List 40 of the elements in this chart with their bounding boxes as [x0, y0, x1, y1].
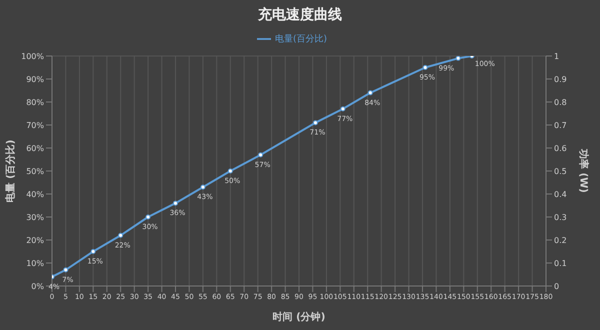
y-tick-label: 10%: [26, 258, 44, 268]
x-axis-title: 时间 (分钟): [272, 311, 326, 323]
y-tick-label: 60%: [26, 144, 44, 153]
y-tick-label: 100%: [21, 52, 44, 61]
point: [173, 200, 178, 206]
y-axis-title: 电量 (百分比): [4, 140, 17, 202]
y2-axis-title: 功率 (W): [577, 148, 590, 193]
y-tick-label: 90%: [26, 74, 44, 84]
y-tick-label: 70%: [26, 120, 44, 130]
y2-tick-label: 0.5: [554, 166, 567, 176]
point: [90, 249, 96, 254]
point: [228, 168, 233, 174]
y2-tick-label: 0.4: [554, 190, 567, 199]
y2-tick-label: 0.9: [554, 74, 567, 84]
point: [200, 184, 206, 190]
y2-tick-label: 0.7: [554, 120, 567, 130]
y2-tick-label: 0.2: [554, 236, 567, 245]
y2-tick-label: 0.6: [554, 144, 567, 153]
y2-tick-label: 0.8: [554, 98, 567, 107]
y2-tick-label: 1: [554, 52, 560, 61]
y-tick-label: 20%: [26, 236, 44, 245]
y2-tick-label: 0.1: [554, 258, 567, 268]
point: [340, 106, 346, 112]
point: [63, 267, 68, 272]
point: [456, 56, 461, 61]
point: [422, 65, 428, 70]
y2-tick-label: 0: [554, 282, 560, 291]
point: [118, 232, 124, 238]
y-tick-label: 50%: [26, 166, 44, 176]
y-tick-label: 80%: [26, 98, 44, 107]
point: [146, 214, 151, 220]
legend-label: 电量(百分比): [274, 34, 328, 44]
chart-title: 充电速度曲线: [257, 6, 343, 25]
point: [312, 120, 318, 126]
point: [368, 90, 373, 96]
y-tick-label: 40%: [26, 190, 44, 199]
point: [258, 152, 264, 158]
y-tick-label: 30%: [26, 212, 44, 222]
y2-tick-label: 0.3: [554, 212, 567, 222]
y-tick-label: 0%: [31, 282, 44, 291]
